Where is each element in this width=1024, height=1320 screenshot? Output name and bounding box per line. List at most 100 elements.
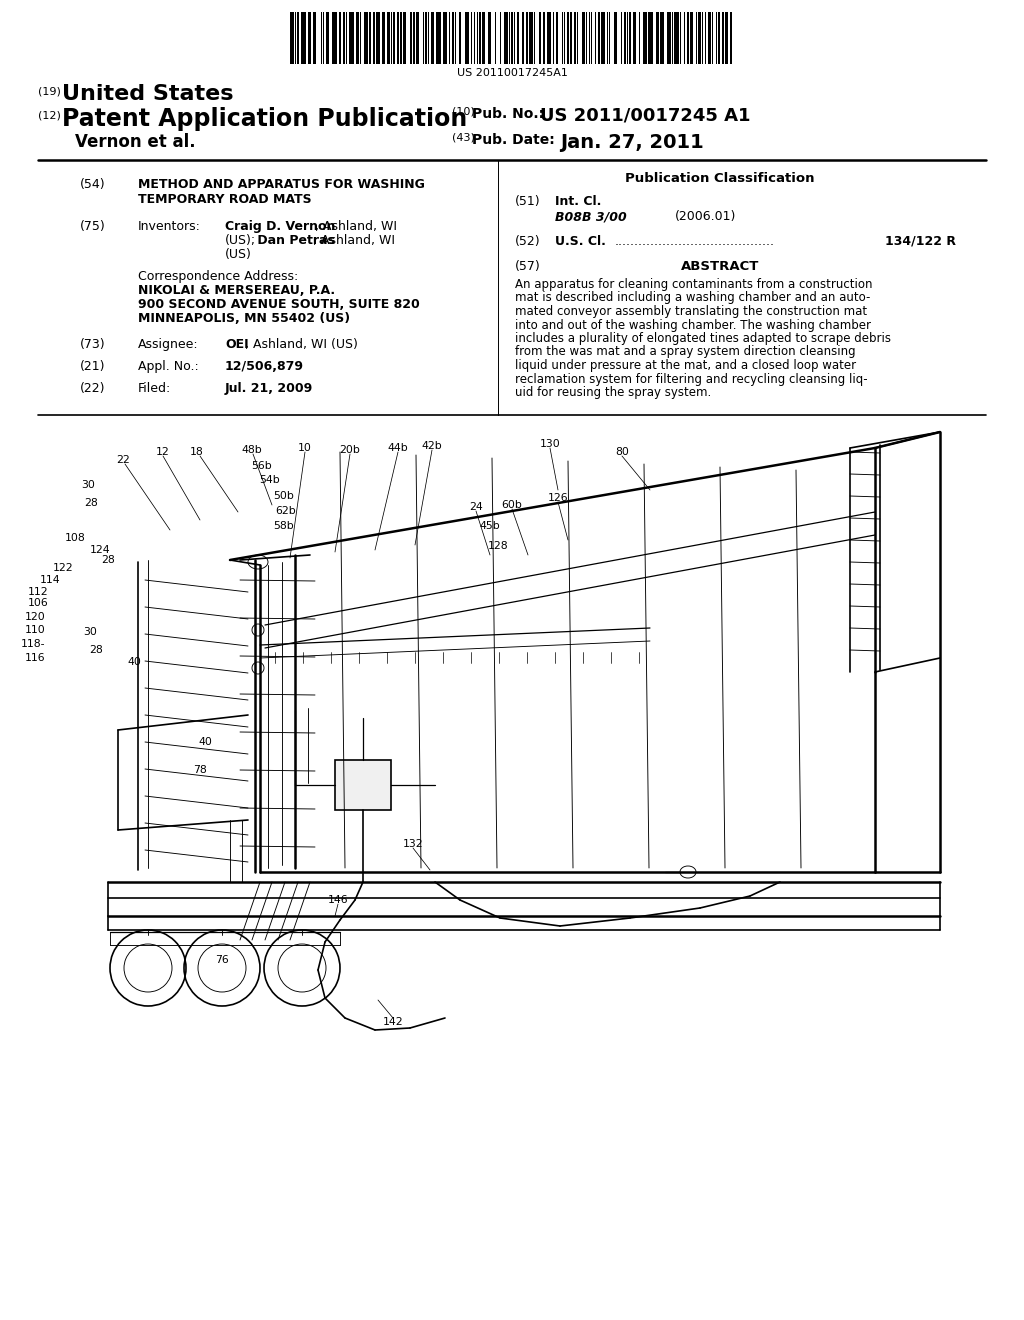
Text: 40: 40	[127, 657, 141, 667]
Bar	[343, 12, 345, 63]
Bar	[643, 12, 647, 63]
Text: 44b: 44b	[388, 444, 409, 453]
Text: 20b: 20b	[340, 445, 360, 455]
Bar	[443, 12, 447, 63]
Bar	[574, 12, 575, 63]
Text: ........................................: ........................................	[615, 235, 775, 248]
Text: 50b: 50b	[273, 491, 295, 502]
Bar	[452, 12, 454, 63]
Bar	[431, 12, 434, 63]
Bar	[459, 12, 461, 63]
Text: liquid under pressure at the mat, and a closed loop water: liquid under pressure at the mat, and a …	[515, 359, 856, 372]
Text: U.S. Cl.: U.S. Cl.	[555, 235, 606, 248]
Text: ABSTRACT: ABSTRACT	[681, 260, 759, 273]
Text: Jul. 21, 2009: Jul. 21, 2009	[225, 381, 313, 395]
Text: 132: 132	[402, 840, 423, 849]
Bar	[387, 12, 390, 63]
Text: 80: 80	[615, 447, 629, 457]
Text: B08B 3/00: B08B 3/00	[555, 210, 627, 223]
Bar	[364, 12, 368, 63]
Text: 45b: 45b	[479, 521, 501, 531]
Bar	[529, 12, 534, 63]
Bar	[601, 12, 605, 63]
Text: (75): (75)	[80, 220, 105, 234]
Bar	[633, 12, 636, 63]
Text: uid for reusing the spray system.: uid for reusing the spray system.	[515, 385, 712, 399]
Text: METHOD AND APPARATUS FOR WASHING: METHOD AND APPARATUS FOR WASHING	[138, 178, 425, 191]
Bar	[393, 12, 395, 63]
Bar	[436, 12, 441, 63]
Text: 12: 12	[156, 447, 170, 457]
Text: (12): (12)	[38, 110, 60, 120]
Text: mated conveyor assembly translating the construction mat: mated conveyor assembly translating the …	[515, 305, 867, 318]
Text: US 20110017245A1: US 20110017245A1	[457, 69, 567, 78]
Text: (54): (54)	[80, 178, 105, 191]
Text: 30: 30	[81, 480, 95, 490]
Text: US 2011/0017245 A1: US 2011/0017245 A1	[540, 107, 751, 125]
Text: An apparatus for cleaning contaminants from a construction: An apparatus for cleaning contaminants f…	[515, 279, 872, 290]
Bar	[313, 12, 316, 63]
Text: Inventors:: Inventors:	[138, 220, 201, 234]
Bar	[556, 12, 558, 63]
Bar	[690, 12, 693, 63]
Bar	[722, 12, 724, 63]
Text: from the was mat and a spray system direction cleansing: from the was mat and a spray system dire…	[515, 346, 856, 359]
Bar	[660, 12, 664, 63]
Text: Assignee:: Assignee:	[138, 338, 199, 351]
Bar	[667, 12, 671, 63]
Bar	[335, 760, 391, 810]
Text: 110: 110	[25, 624, 45, 635]
Text: 10: 10	[298, 444, 312, 453]
Text: (2006.01): (2006.01)	[675, 210, 736, 223]
Text: , Ashland, WI (US): , Ashland, WI (US)	[245, 338, 357, 351]
Bar	[376, 12, 380, 63]
Bar	[410, 12, 412, 63]
Text: NIKOLAI & MERSEREAU, P.A.: NIKOLAI & MERSEREAU, P.A.	[138, 284, 335, 297]
Text: (21): (21)	[80, 360, 105, 374]
Text: Int. Cl.: Int. Cl.	[555, 195, 601, 209]
Bar	[504, 12, 508, 63]
Bar	[629, 12, 631, 63]
Bar	[708, 12, 711, 63]
Bar	[511, 12, 513, 63]
Text: 126: 126	[548, 492, 568, 503]
Bar	[598, 12, 600, 63]
Bar	[290, 12, 294, 63]
Text: 120: 120	[25, 612, 45, 622]
Text: Appl. No.:: Appl. No.:	[138, 360, 199, 374]
Text: 116: 116	[25, 653, 45, 663]
Text: (10): (10)	[452, 107, 475, 117]
Bar	[416, 12, 419, 63]
Bar	[326, 12, 329, 63]
Text: (52): (52)	[515, 235, 541, 248]
Text: (73): (73)	[80, 338, 105, 351]
Text: 58b: 58b	[273, 521, 294, 531]
Bar	[339, 12, 341, 63]
Bar	[400, 12, 402, 63]
Text: 122: 122	[52, 564, 74, 573]
Text: Pub. Date:: Pub. Date:	[472, 133, 555, 147]
Text: 42b: 42b	[422, 441, 442, 451]
Text: 114: 114	[40, 576, 60, 585]
Text: includes a plurality of elongated tines adapted to scrape debris: includes a plurality of elongated tines …	[515, 333, 891, 345]
Bar	[356, 12, 359, 63]
Text: 30: 30	[83, 627, 97, 638]
Text: Correspondence Address:: Correspondence Address:	[138, 271, 298, 282]
Text: 134/122 R: 134/122 R	[885, 235, 956, 248]
Bar	[614, 12, 617, 63]
Text: 28: 28	[89, 645, 102, 655]
Bar	[656, 12, 659, 63]
Bar	[349, 12, 354, 63]
Bar	[482, 12, 485, 63]
Text: 130: 130	[540, 440, 560, 449]
Text: into and out of the washing chamber. The washing chamber: into and out of the washing chamber. The…	[515, 318, 871, 331]
Bar	[698, 12, 701, 63]
Text: OEI: OEI	[225, 338, 249, 351]
Bar	[624, 12, 626, 63]
Bar	[479, 12, 481, 63]
Bar	[332, 12, 337, 63]
Text: 112: 112	[28, 587, 48, 597]
Text: 18: 18	[190, 447, 204, 457]
Text: Publication Classification: Publication Classification	[626, 172, 815, 185]
Bar	[687, 12, 689, 63]
